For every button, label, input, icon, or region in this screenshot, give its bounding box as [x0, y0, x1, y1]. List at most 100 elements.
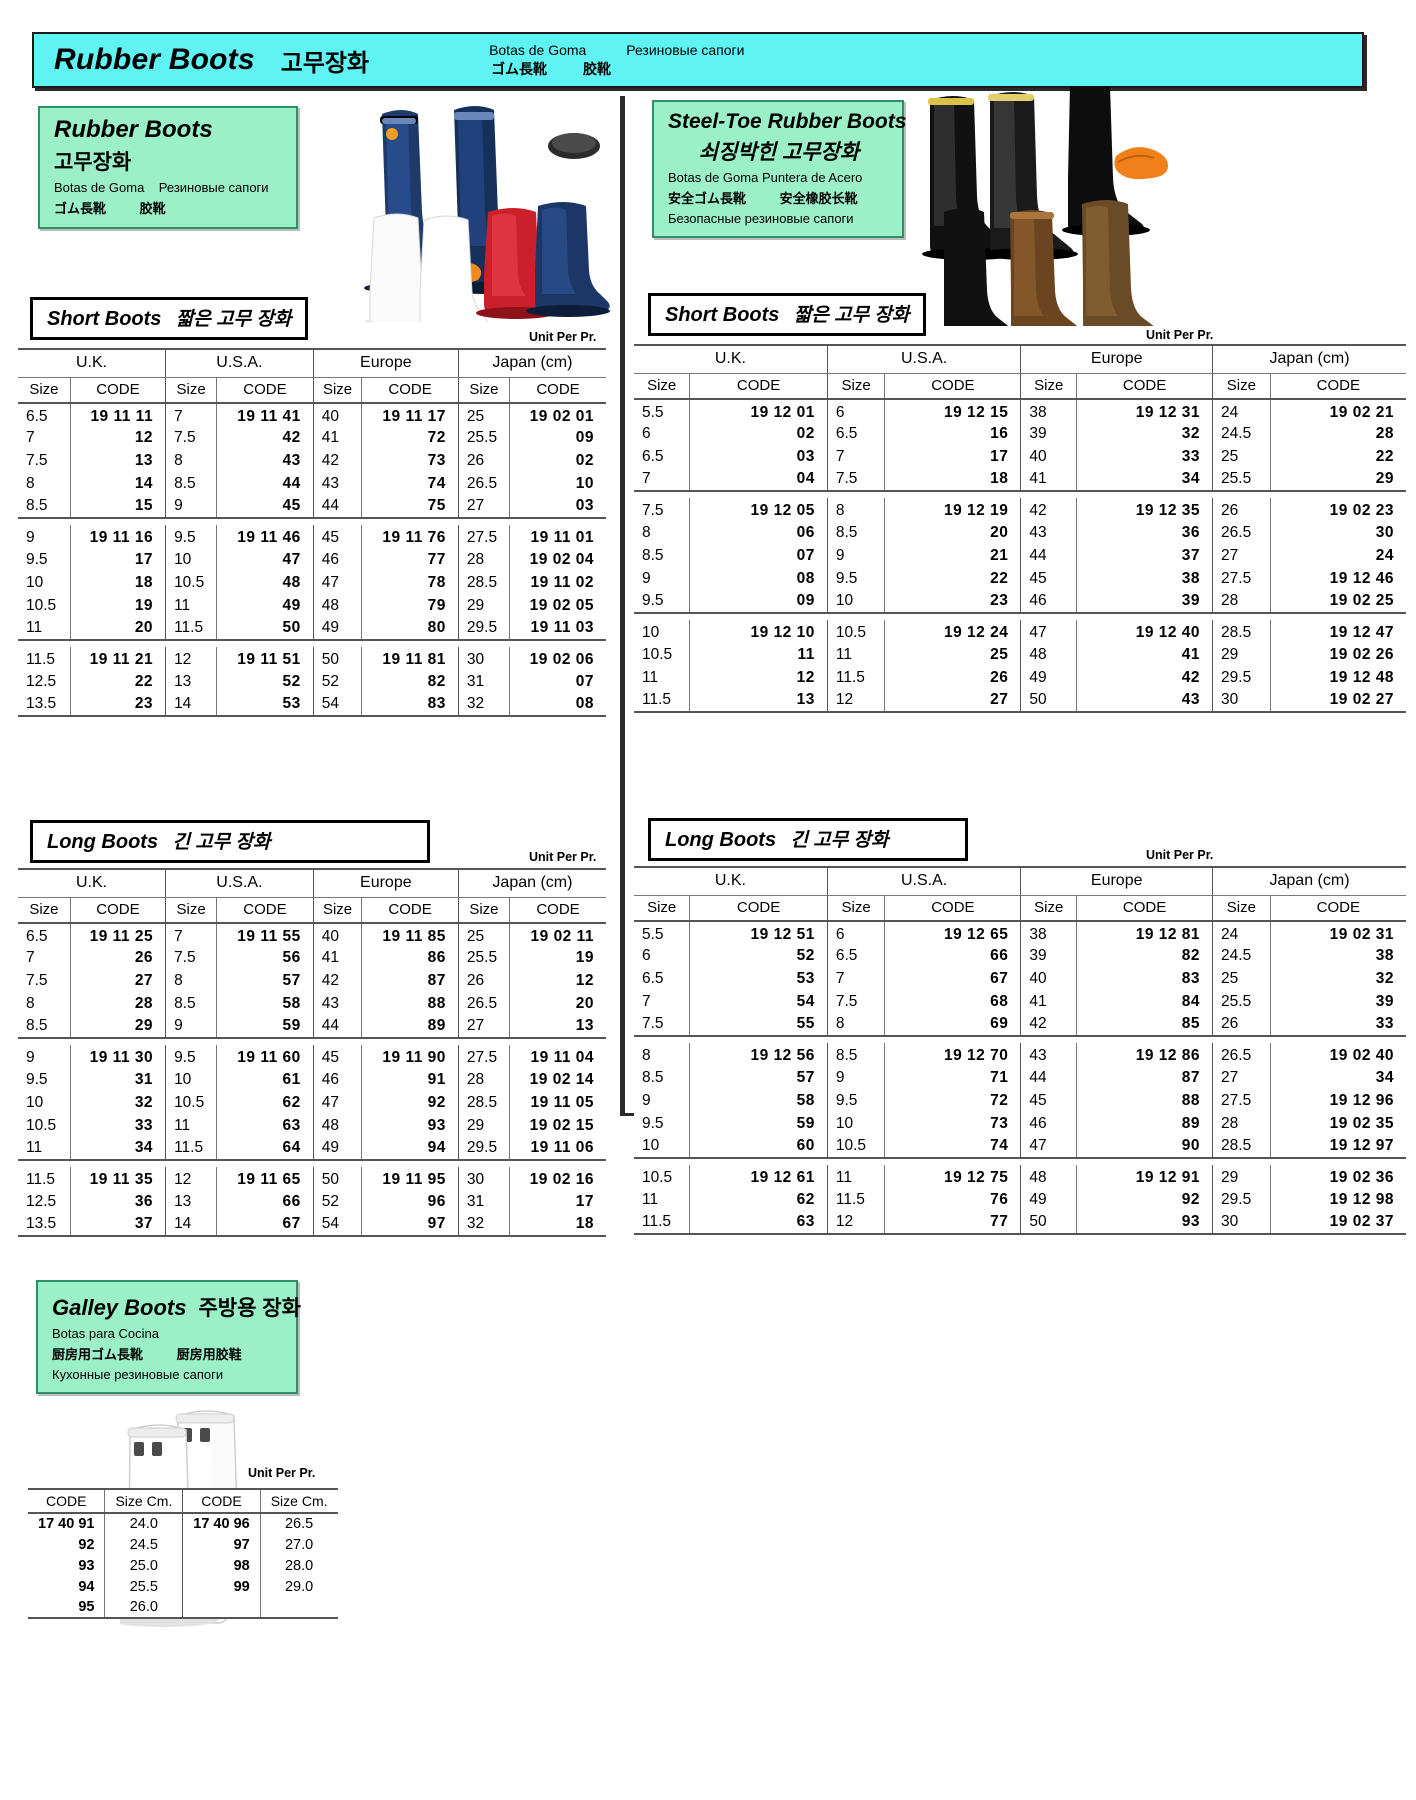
table-row: 11.5 13 12 27 50 43 30 19 02 27 [634, 689, 1406, 713]
cell-size: 40 [1020, 445, 1077, 468]
cell-size: 6.5 [642, 969, 664, 987]
cell-code: 19 12 75 [884, 1165, 1021, 1188]
col-size-header: Size [1020, 373, 1077, 400]
cell-size: 48 [1020, 643, 1077, 666]
galley-row: 93 25.0 98 28.0 [28, 1555, 338, 1576]
cell-code: 19 02 14 [509, 1068, 606, 1091]
cell-size: 52 [312, 670, 362, 693]
cell-code: 08 [689, 567, 828, 590]
col-size-header: Size [826, 895, 885, 922]
cell-code: 63 [689, 1211, 828, 1235]
cell-size: 45 [312, 525, 362, 548]
cell-code: 62 [216, 1091, 314, 1114]
steel-title-en: Steel-Toe Rubber Boots [668, 110, 907, 133]
cell-size: 13.5 [18, 693, 71, 717]
cell-size: 6 [642, 424, 651, 442]
col-code-header: CODE [1269, 895, 1406, 922]
cell-size: 29.5 [457, 617, 510, 641]
cell-code: 78 [361, 571, 459, 594]
cell-size: 7 [642, 992, 651, 1010]
group-spacer [18, 1038, 606, 1045]
table-row: 8.5 07 9 21 44 37 27 24 [634, 544, 1406, 567]
cell-code: 19 11 04 [509, 1045, 606, 1068]
group-spacer [634, 1036, 1406, 1043]
short-left-ko: 짧은 고무 장화 [175, 309, 292, 330]
col-size-header: Size [165, 897, 217, 924]
cell-size: 7 [826, 445, 885, 468]
cell-size: 44 [312, 495, 362, 519]
cell-size: 27.5 [457, 525, 510, 548]
cell-size: 41 [1020, 990, 1077, 1013]
table-row: 10 60 10.5 74 47 90 28.5 19 12 97 [634, 1135, 1406, 1159]
cell-size: 6 [826, 399, 885, 422]
size-table-long-boots-left: U.K. U.S.A. Europe Japan (cm) Size CODE Size CO… [18, 868, 606, 1237]
cell-size: 25 [1212, 967, 1271, 990]
cell-size: 7 [634, 468, 690, 492]
galley-row: 92 24.5 97 27.0 [28, 1534, 338, 1555]
cell-code: 76 [884, 1188, 1021, 1211]
cell-code: 19 12 05 [689, 498, 828, 521]
cell-size: 11.5 [26, 1171, 56, 1188]
cell-size: 13.5 [18, 1213, 71, 1237]
table-row: 11 62 11.5 76 49 92 29.5 19 12 98 [634, 1188, 1406, 1211]
table-row: 7 12 7.5 42 41 72 25.5 09 [18, 426, 606, 449]
banner-title-en: Rubber Boots [54, 43, 255, 76]
size-table-long-boots-right: U.K. U.S.A. Europe Japan (cm) Size CODE Size CO… [634, 866, 1406, 1235]
col-size-header: Size [457, 897, 510, 924]
table-row: 13.5 37 14 67 54 97 32 18 [18, 1213, 606, 1237]
cell-size: 26.5 [457, 472, 510, 495]
table-row: 7.5 19 12 05 8 19 12 19 42 19 12 35 26 19 02 23 [634, 498, 1406, 521]
cell-code: 88 [361, 992, 459, 1015]
section-header-long-boots-right: Long Boots 긴 고무 장화 [648, 818, 968, 861]
cell-size: 42 [312, 449, 362, 472]
cell-code: 93 [361, 1114, 459, 1137]
col-size-header: Size [165, 377, 217, 404]
galley-row: 17 40 91 24.0 17 40 96 26.5 [28, 1513, 338, 1534]
cell-code: 19 12 96 [1269, 1089, 1406, 1112]
cell-code: 15 [69, 495, 166, 519]
table-row: 7.5 27 8 57 42 87 26 12 [18, 969, 606, 992]
cell-size: 29.5 [457, 1137, 510, 1161]
cell-code: 19 02 36 [1269, 1165, 1406, 1188]
cell-size: 6.5 [642, 447, 664, 465]
cell-code: 39 [1076, 590, 1213, 614]
cell-code: 19 12 47 [1269, 620, 1406, 643]
cell-code: 14 [69, 472, 166, 495]
cell-code: 19 12 51 [689, 921, 828, 944]
cell-size: 27 [457, 1015, 510, 1039]
galley-title-ko: 주방용 장화 [198, 1297, 301, 1320]
table-header-regions: U.K. U.S.A. Europe Japan (cm) [18, 348, 606, 378]
cell-size: 26 [1212, 1013, 1271, 1037]
group-spacer [634, 491, 1406, 498]
cell-size: 10.5 [642, 1169, 673, 1186]
cell-size: 11 [826, 1165, 885, 1188]
col-size-header: Size [634, 895, 690, 922]
cell-code: 19 11 01 [509, 525, 606, 548]
cell-size: 11.5 [165, 1137, 217, 1161]
cell-size: 10.5 [165, 571, 217, 594]
galley-cell-size: 26.5 [259, 1513, 338, 1534]
table-row: 8 14 8.5 44 43 74 26.5 10 [18, 472, 606, 495]
photo-steel-toe-boots-right [922, 86, 1168, 326]
cell-code: 92 [1076, 1188, 1213, 1211]
title-box-rubber-boots: Rubber Boots 고무장화 Botas de Goma Резиновы… [38, 106, 298, 229]
cell-code: 60 [689, 1135, 828, 1159]
cell-code: 49 [216, 594, 314, 617]
cell-code: 19 12 70 [884, 1043, 1021, 1066]
title-box-steel-toe-boots: Steel-Toe Rubber Boots 쇠징박힌 고무장화 Botas d… [652, 100, 907, 238]
col-size-header: Size [18, 897, 71, 924]
cell-size: 42 [312, 969, 362, 992]
galley-cell-size: 27.0 [259, 1534, 338, 1555]
cell-code: 19 12 24 [884, 620, 1021, 643]
cell-size: 6.5 [826, 422, 885, 445]
cell-size: 41 [312, 946, 362, 969]
banner-title-ko: 고무장화 [280, 49, 370, 77]
cell-size: 10.5 [826, 1135, 885, 1159]
cell-code: 64 [216, 1137, 314, 1161]
cell-code: 34 [1269, 1066, 1406, 1089]
table-row: 9.5 09 10 23 46 39 28 19 02 25 [634, 590, 1406, 614]
cell-code: 19 12 01 [689, 399, 828, 422]
rubber-ru: Резиновые сапоги [158, 180, 269, 195]
size-table-short-boots-left: U.K. U.S.A. Europe Japan (cm) Size CODE Size CO… [18, 348, 606, 717]
galley-cell-size: 28.0 [259, 1555, 338, 1576]
